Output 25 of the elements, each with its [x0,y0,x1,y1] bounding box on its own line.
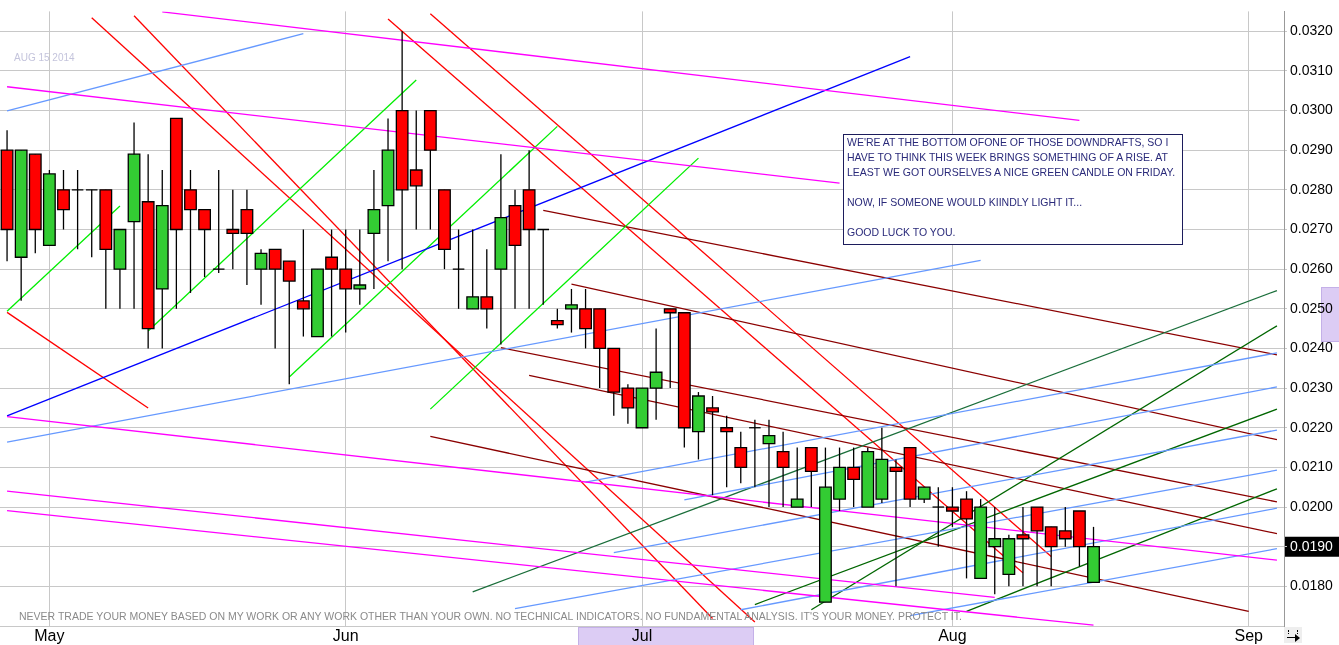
y-tick-label: 0.0220 [1290,418,1334,435]
y-tick-label: 0.0210 [1290,458,1334,475]
x-tick-label: Aug [938,627,967,645]
y-tick-label: 0.0240 [1290,339,1334,356]
y-tick-label: 0.0270 [1290,220,1334,237]
y-tick-label: 0.0250 [1290,299,1334,316]
y-tick-label: 0.0300 [1290,101,1334,118]
y-tick-label: 0.0280 [1290,180,1334,197]
y-tick-label: 0.0260 [1290,259,1334,276]
y-tick-label: 0.0180 [1290,577,1334,594]
candlestick [452,228,466,310]
x-tick-label: Sep [1234,627,1264,645]
candlestick [931,486,945,548]
y-tick-label: 0.0320 [1290,22,1334,39]
y-tick-label: 0.0290 [1290,141,1334,158]
x-tick-label: Jun [332,627,359,645]
text: WE'RE AT THE BOTTOM OFONE OF THOSE DOWNDRAFTS, SO I HAVE TO THINK THIS WEEK BRINGS SOMETHING OF A RISE. AT LEAST WE GOT OURSELVES A NICE GREEN CANDLE ON FRIDAY. NOW, IF SOMEONE WOULD KIINDLY LIGHT IT... GOOD LUCK TO YOU. [847,136,1176,238]
y-tick-label: 0.0190 [1290,537,1334,554]
y-tick-label: 0.0200 [1290,497,1334,514]
y-tick-label: 0.0310 [1290,61,1334,78]
x-tick-label: May [34,627,65,645]
text: AUG 15 2014 [14,52,75,63]
candlestick [212,169,226,274]
x-tick-label: Jul [631,627,653,645]
y-tick-label: 0.0230 [1290,378,1334,395]
